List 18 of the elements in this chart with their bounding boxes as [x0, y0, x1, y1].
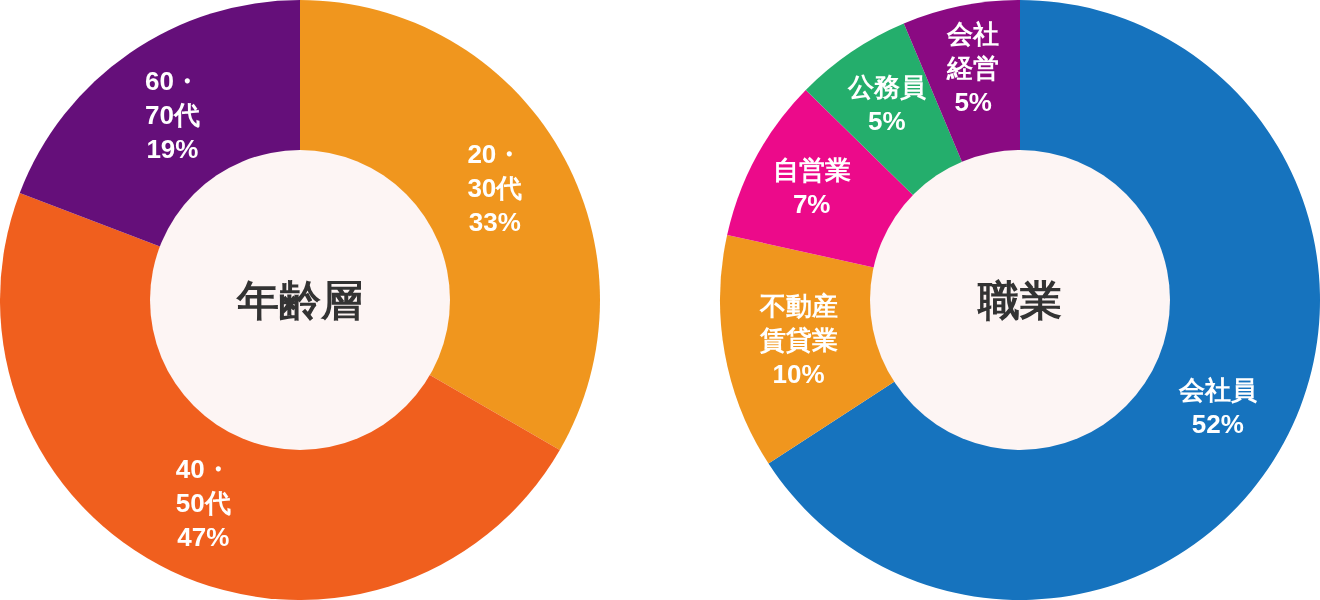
slice-label: 会社経営 — [946, 18, 1000, 83]
slice-label: 60・70代 — [144, 65, 200, 130]
slice-label: 自営業 — [772, 154, 851, 185]
data-label: 7% — [792, 188, 831, 219]
data-label: 5% — [868, 105, 906, 136]
data-label: 10% — [772, 359, 825, 390]
slice-label: 40・50代 — [175, 454, 231, 519]
data-label: 5% — [954, 86, 992, 117]
data-label: 47% — [177, 522, 230, 553]
slice-label: 20・30代 — [467, 138, 523, 203]
slice-label: 会社員 — [1177, 375, 1257, 406]
text: 年齢層 — [236, 276, 363, 324]
slice-label: 不動産賃貸業 — [758, 291, 838, 356]
data-label: 52% — [1191, 409, 1244, 440]
slice-label: 公務員 — [846, 71, 926, 102]
data-label: 33% — [468, 206, 521, 237]
text: 職業 — [977, 276, 1062, 324]
data-label: 19% — [146, 133, 199, 164]
